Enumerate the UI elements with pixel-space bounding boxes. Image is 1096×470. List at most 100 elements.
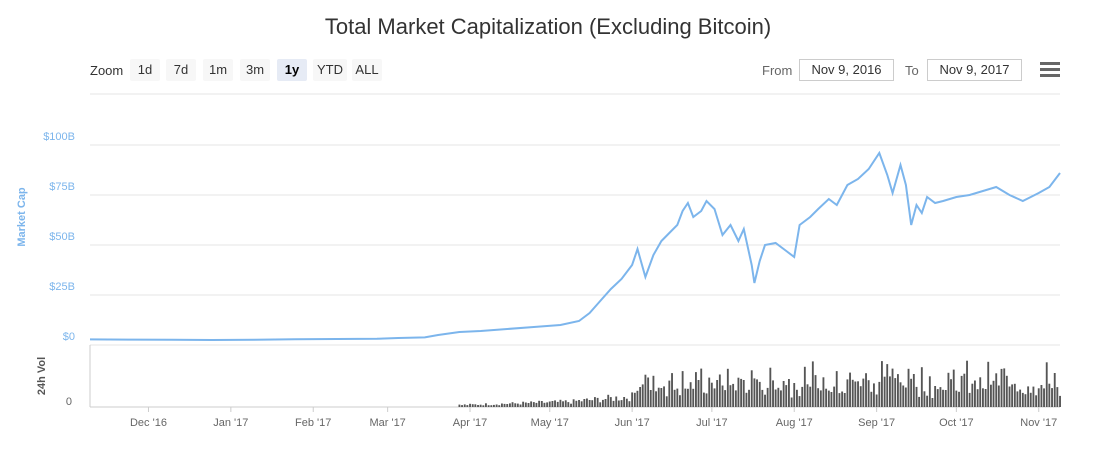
volume-bar	[546, 402, 549, 407]
volume-bar	[559, 399, 562, 407]
volume-bar	[780, 390, 782, 407]
to-label: To	[905, 63, 919, 78]
y-tick-label: $100B	[43, 131, 75, 143]
volume-bar	[676, 388, 679, 407]
volume-bar	[955, 390, 958, 407]
volume-bar	[769, 367, 772, 407]
volume-bar	[695, 372, 697, 407]
volume-bar	[878, 381, 881, 407]
volume-bar	[609, 397, 612, 407]
volume-bar	[1000, 368, 1003, 407]
volume-bar	[926, 395, 929, 407]
volume-bar	[764, 394, 766, 407]
volume-bar	[588, 400, 591, 407]
volume-bar	[1032, 386, 1035, 407]
series-line-market-cap	[89, 150, 1061, 342]
volume-bar	[982, 388, 984, 407]
volume-bar	[495, 404, 498, 407]
volume-bar	[729, 385, 732, 407]
from-date-input[interactable]: Nov 9, 2016	[799, 59, 894, 81]
volume-bar	[803, 366, 806, 407]
volume-bar	[548, 401, 551, 407]
volume-bar	[745, 392, 748, 407]
x-tick-label: Jul '17	[696, 417, 727, 429]
volume-bar	[681, 371, 684, 407]
volume-bar	[995, 373, 998, 407]
volume-bar	[894, 378, 897, 407]
volume-bar	[522, 401, 525, 407]
x-tick-label: Nov '17	[1020, 417, 1057, 429]
volume-bar	[875, 394, 878, 407]
zoom-button-all[interactable]: ALL	[352, 59, 382, 81]
zoom-label: Zoom	[90, 63, 124, 78]
to-date-input[interactable]: Nov 9, 2017	[927, 59, 1022, 81]
volume-bar	[479, 404, 482, 407]
y-tick-label: $0	[63, 331, 75, 343]
volume-bar	[737, 377, 740, 407]
volume-bar	[920, 367, 923, 407]
volume-bar	[644, 374, 647, 407]
volume-bar	[657, 387, 660, 407]
volume-bar	[718, 374, 721, 407]
volume-bar	[636, 390, 639, 407]
zoom-button-3m[interactable]: 3m	[240, 59, 270, 81]
volume-bar	[469, 403, 471, 407]
volume-bar	[1003, 368, 1006, 407]
volume-bar	[740, 378, 743, 407]
volume-bar	[684, 388, 687, 407]
volume-bar	[997, 385, 1000, 407]
volume-bar	[620, 400, 623, 407]
zoom-button-1d[interactable]: 1d	[130, 59, 160, 81]
volume-bar	[721, 385, 724, 407]
volume-bar	[689, 382, 692, 407]
volume-bar	[809, 386, 812, 407]
volume-bar	[960, 375, 963, 407]
volume-bar	[947, 372, 950, 407]
volume-bar	[726, 368, 729, 407]
zoom-button-ytd[interactable]: YTD	[313, 59, 347, 81]
volume-bar	[623, 397, 626, 407]
x-tick-label: Sep '17	[858, 417, 895, 429]
volume-bar	[1013, 383, 1016, 407]
volume-bar	[628, 401, 631, 407]
volume-bar	[814, 375, 817, 407]
volume-bar	[564, 400, 567, 407]
volume-bar	[474, 404, 477, 407]
volume-bar	[570, 403, 572, 407]
volume-bar	[710, 382, 713, 407]
volume-bar	[1005, 375, 1008, 407]
volume-bar	[806, 384, 809, 407]
zoom-button-1y[interactable]: 1y	[277, 59, 307, 81]
volume-bar	[750, 370, 753, 407]
x-tick-label: Jun '17	[615, 417, 650, 429]
volume-bar	[1059, 395, 1061, 407]
volume-bar	[984, 389, 987, 407]
volume-bar	[1040, 385, 1043, 407]
volume-bar	[897, 374, 899, 407]
volume-bar	[912, 374, 915, 407]
volume-bar	[538, 400, 541, 407]
zoom-button-1m[interactable]: 1m	[203, 59, 233, 81]
x-tick-label: Oct '17	[939, 417, 974, 429]
volume-bar	[617, 400, 620, 407]
zoom-button-7d[interactable]: 7d	[166, 59, 196, 81]
volume-bar	[886, 364, 889, 407]
volume-bar	[849, 372, 851, 407]
volume-bar	[602, 399, 604, 407]
hamburger-menu-icon[interactable]	[1040, 62, 1060, 78]
volume-bar	[835, 371, 838, 407]
volume-bar	[641, 384, 644, 407]
volume-bar	[490, 405, 493, 407]
volume-bar	[493, 404, 495, 407]
volume-bar	[660, 388, 663, 407]
x-axis-tick-labels: Dec '16 Jan '17 Feb '17 Mar '17 Apr '17 May '…	[130, 407, 1057, 429]
volume-bar	[1016, 391, 1019, 407]
volume-bar	[798, 396, 801, 407]
volume-bar	[873, 383, 875, 407]
volume-bar	[841, 391, 844, 407]
volume-bar	[963, 373, 966, 407]
volume-bar	[891, 368, 894, 407]
volume-bar	[703, 392, 705, 407]
volume-bar	[530, 401, 533, 407]
volume-bar	[910, 378, 913, 407]
